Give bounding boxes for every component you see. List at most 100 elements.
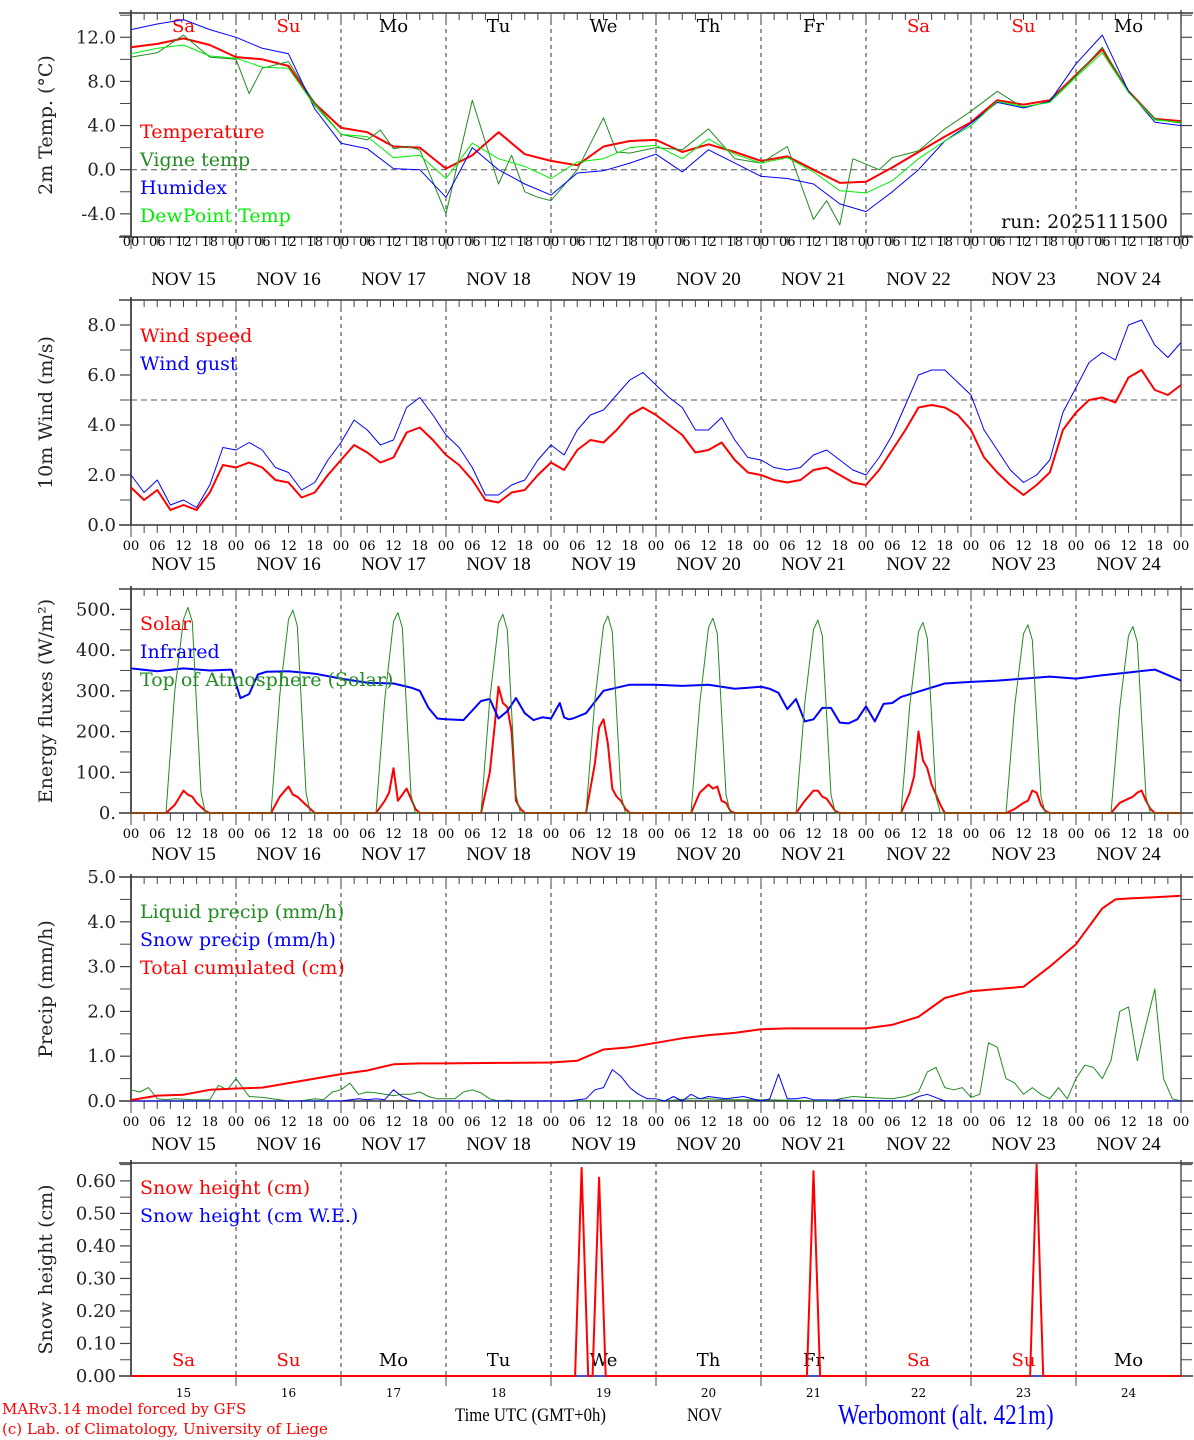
y-axis-label: Energy fluxes (W/m²) xyxy=(35,599,57,803)
hour-tick-label: 06 xyxy=(149,539,166,554)
y-tick-label: 4.0 xyxy=(87,116,116,137)
hour-tick-label: 12 xyxy=(385,827,402,842)
date-label: NOV 19 xyxy=(571,1134,636,1155)
hour-tick-label: 06 xyxy=(779,235,796,250)
day-number-label: 15 xyxy=(176,1386,191,1400)
y-tick-label: 0.20 xyxy=(76,1301,116,1322)
hour-tick-label: 06 xyxy=(359,235,376,250)
y-tick-label: 0.30 xyxy=(76,1268,116,1289)
date-label: NOV 17 xyxy=(361,844,426,865)
hour-tick-label: 18 xyxy=(306,235,323,250)
hour-tick-label: 12 xyxy=(385,1115,402,1130)
hour-tick-label: 06 xyxy=(254,539,271,554)
hour-tick-label: 12 xyxy=(175,235,192,250)
hour-tick-label: 18 xyxy=(516,1115,533,1130)
hour-tick-label: 00 xyxy=(1173,539,1190,554)
y-tick-label: 0.40 xyxy=(76,1236,116,1257)
y-tick-label: 0.0 xyxy=(87,1091,116,1112)
hour-tick-label: 00 xyxy=(648,539,665,554)
hour-tick-label: 18 xyxy=(936,235,953,250)
hour-tick-label: 06 xyxy=(464,235,481,250)
hour-tick-label: 06 xyxy=(674,1115,691,1130)
legend-entry: DewPoint Temp xyxy=(140,205,291,227)
hour-tick-label: 06 xyxy=(674,235,691,250)
hour-tick-label: 18 xyxy=(201,827,218,842)
hour-tick-label: 06 xyxy=(149,235,166,250)
series-snow-precip-mm-h xyxy=(131,1069,1181,1102)
hour-tick-label: 00 xyxy=(438,1115,455,1130)
series-dewpoint-temp xyxy=(130,44,1182,194)
hour-tick-label: 00 xyxy=(1068,1115,1085,1130)
y-axis-label: Precip (mm/h) xyxy=(35,920,57,1058)
hour-tick-label: 00 xyxy=(333,1115,350,1130)
hour-tick-label: 12 xyxy=(175,539,192,554)
hour-tick-label: 12 xyxy=(1015,235,1032,250)
y-tick-label: 5.0 xyxy=(87,867,116,888)
weekday-label: Tu xyxy=(487,16,511,37)
legend-entry: Humidex xyxy=(140,177,227,199)
hour-tick-label: 00 xyxy=(858,235,875,250)
hour-tick-label: 00 xyxy=(543,235,560,250)
y-tick-label: 12.0 xyxy=(76,27,116,48)
y-tick-label: 200. xyxy=(76,722,116,743)
hour-tick-label: 06 xyxy=(464,1115,481,1130)
date-label: NOV 24 xyxy=(1096,269,1161,290)
series-humidex xyxy=(130,19,1182,213)
y-tick-label: -4.0 xyxy=(81,204,116,225)
hour-tick-label: 18 xyxy=(516,827,533,842)
hour-tick-label: 00 xyxy=(858,1115,875,1130)
hour-tick-label: 12 xyxy=(595,1115,612,1130)
weekday-label: Sa xyxy=(907,1350,930,1371)
hour-tick-label: 12 xyxy=(700,235,717,250)
hour-tick-label: 00 xyxy=(648,1115,665,1130)
hour-tick-label: 18 xyxy=(411,827,428,842)
hour-tick-label: 18 xyxy=(201,235,218,250)
hour-tick-label: 00 xyxy=(753,235,770,250)
panel-energy: 00 06 12 18 NOV 15 00 06 12 18 NOV 16 00 06 12 18 NOV … xyxy=(35,586,1193,865)
hour-tick-label: 06 xyxy=(359,1115,376,1130)
hour-tick-label: 00 xyxy=(1173,235,1190,250)
hour-tick-label: 12 xyxy=(805,1115,822,1130)
y-tick-label: 0.10 xyxy=(76,1333,116,1354)
hour-tick-label: 18 xyxy=(1146,235,1163,250)
hour-tick-label: 06 xyxy=(359,827,376,842)
hour-tick-label: 06 xyxy=(254,235,271,250)
hour-tick-label: 12 xyxy=(910,539,927,554)
legend-entry: Temperature xyxy=(140,121,264,143)
date-label: NOV 23 xyxy=(991,1134,1056,1155)
hour-tick-label: 18 xyxy=(306,539,323,554)
legend-entry: Total cumulated (cm) xyxy=(140,957,345,979)
weekday-label: Sa xyxy=(172,16,195,37)
hour-tick-label: 06 xyxy=(149,827,166,842)
hour-tick-label: 18 xyxy=(936,539,953,554)
y-tick-label: 4.0 xyxy=(87,912,116,933)
y-tick-label: 2.0 xyxy=(87,1001,116,1022)
hour-tick-label: 12 xyxy=(595,827,612,842)
weekday-label: Sa xyxy=(172,1350,195,1371)
day-number-label: 20 xyxy=(701,1386,716,1400)
hour-tick-label: 06 xyxy=(464,539,481,554)
hour-tick-label: 18 xyxy=(1041,235,1058,250)
hour-tick-label: 18 xyxy=(936,1115,953,1130)
hour-tick-label: 12 xyxy=(385,235,402,250)
hour-tick-label: 18 xyxy=(831,1115,848,1130)
hour-tick-label: 00 xyxy=(333,539,350,554)
hour-tick-label: 12 xyxy=(700,827,717,842)
hour-tick-label: 00 xyxy=(228,827,245,842)
date-label: NOV 22 xyxy=(886,269,951,290)
hour-tick-label: 00 xyxy=(543,827,560,842)
hour-tick-label: 00 xyxy=(438,539,455,554)
hour-tick-label: 12 xyxy=(805,235,822,250)
weekday-label: Sa xyxy=(907,16,930,37)
hour-tick-label: 12 xyxy=(910,827,927,842)
hour-tick-label: 18 xyxy=(1041,1115,1058,1130)
hour-tick-label: 06 xyxy=(989,1115,1006,1130)
date-label: NOV 21 xyxy=(781,1134,846,1155)
hour-tick-label: 12 xyxy=(1120,539,1137,554)
hour-tick-label: 06 xyxy=(1094,235,1111,250)
hour-tick-label: 00 xyxy=(648,827,665,842)
hour-tick-label: 18 xyxy=(1146,827,1163,842)
date-label: NOV 24 xyxy=(1096,1134,1161,1155)
hour-tick-label: 12 xyxy=(805,539,822,554)
